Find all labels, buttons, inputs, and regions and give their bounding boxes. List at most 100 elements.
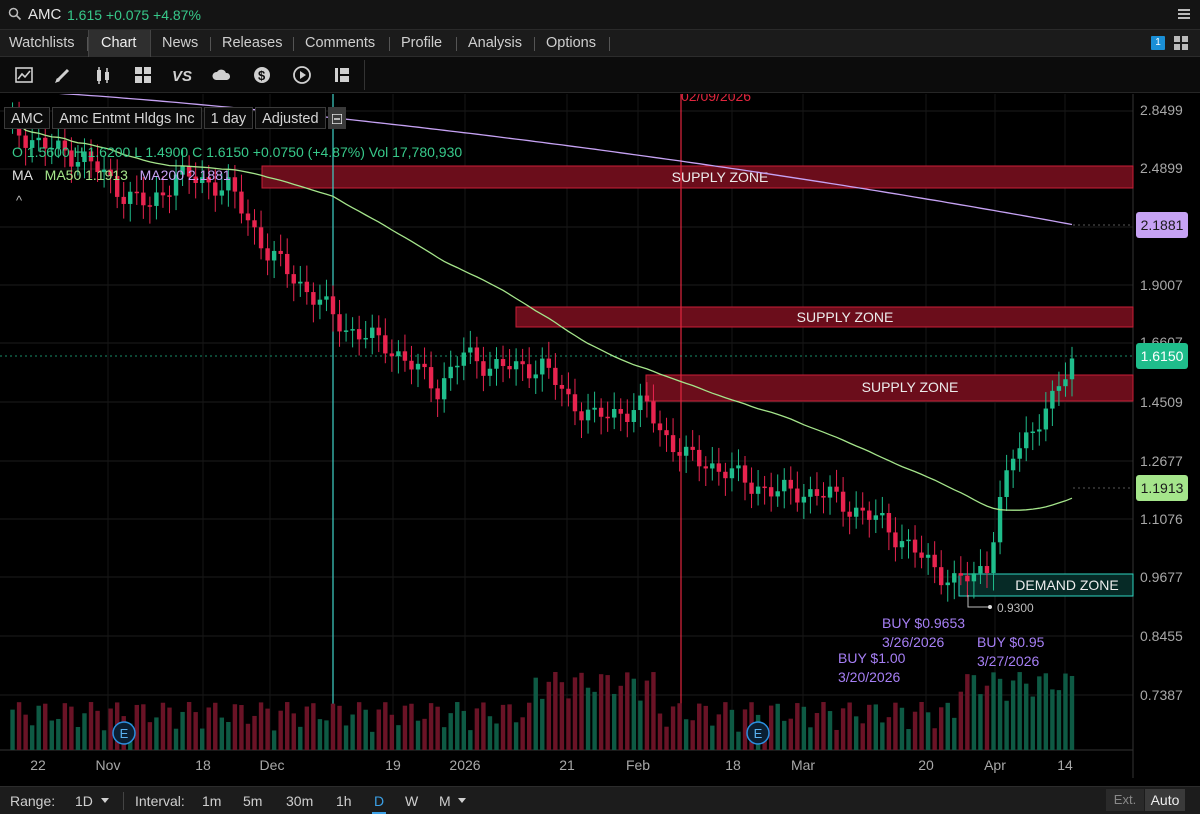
candle-body [49,147,54,150]
chart-canvas[interactable]: SUPPLY ZONE SUPPLY ZONE SUPPLY ZONE DEMA… [0,88,1200,784]
volume-bar [840,708,846,750]
interval-30m[interactable]: 30m [286,793,314,809]
interval-1h[interactable]: 1h [336,793,352,809]
supply-zone-upper[interactable] [261,165,1134,189]
supply-zone-middle[interactable] [515,306,1134,328]
candle-body [507,366,512,370]
tab-divider [389,37,390,51]
svg-text:$: $ [258,68,266,83]
candle-body [108,169,113,176]
earnings-marker[interactable]: E [112,721,136,745]
candle-body [154,192,159,206]
interval-m[interactable]: M [439,793,451,809]
volume-bar [167,707,172,750]
candle-body [29,140,35,148]
ma200-price-tag-label: 2.1881 [1141,217,1184,233]
compare-icon[interactable]: VS [171,64,193,86]
candle-body [782,479,787,492]
collapse-legend-icon[interactable]: ^ [16,193,23,208]
volume-bar [304,706,310,750]
candle-body [474,347,480,362]
candle-body [186,166,192,177]
earnings-marker[interactable]: E [746,721,770,745]
layout-icon[interactable] [132,64,154,86]
legend-symbol[interactable]: AMC [4,107,51,129]
symbol-input[interactable]: AMC [28,6,62,23]
demand-zone[interactable] [958,573,1134,597]
volume-bar [350,714,355,750]
search-icon[interactable] [8,7,22,21]
ma50-line[interactable] [5,118,1073,511]
link-group-badge[interactable]: 1 [1151,36,1165,50]
candle-body [1010,458,1016,471]
tab-news[interactable]: News [162,35,199,51]
volume-bar [75,727,81,750]
menu-icon[interactable] [1178,8,1190,20]
volume-bar [579,672,584,750]
date-tick: 20 [918,757,934,773]
date-axis[interactable]: 22 Nov 18 Dec 19 2026 21 Feb 18 Mar 20 A… [30,757,1073,773]
volume-bar [173,728,179,750]
supply-zone-lower-label: SUPPLY ZONE [862,379,959,395]
ma200-line[interactable] [5,90,1073,226]
cloud-icon[interactable] [211,64,233,86]
studies-icon[interactable] [331,64,353,86]
candle-body [873,515,879,520]
legend-menu-button[interactable] [327,107,346,129]
candle-body [160,192,166,196]
dollar-icon[interactable]: $ [251,64,273,86]
candle-body [1030,431,1035,434]
candle-body [324,296,329,300]
auto-scale-button[interactable]: Auto [1145,789,1185,811]
ma-legend-label: MA [12,167,33,183]
legend-interval[interactable]: 1 day [203,107,254,129]
price-chart[interactable]: SUPPLY ZONE SUPPLY ZONE SUPPLY ZONE DEMA… [0,88,1200,784]
volume-bar [945,702,950,750]
candle-body [1043,408,1049,430]
volume-bar [638,700,643,750]
legend-company-name: Amc Entmt Hldgs Inc [52,107,202,129]
volume-bar [912,711,918,750]
candle-body [428,367,434,389]
price-axis[interactable]: 2.8499 2.4899 1.9007 1.6607 1.4509 1.267… [1140,102,1183,703]
volume-bar [108,708,113,750]
candle-body [853,507,859,517]
tab-divider [293,37,294,51]
candle-body [258,227,264,249]
tab-profile[interactable]: Profile [401,35,443,51]
tab-chart[interactable]: Chart [88,30,151,57]
layout-grid-icon[interactable] [1174,36,1188,50]
low-marker-line [967,595,990,608]
tab-options[interactable]: Options [546,35,596,51]
chevron-down-icon[interactable] [101,798,109,804]
volume-bar [939,707,944,750]
candle-body [455,365,460,368]
candle-body [389,353,395,357]
tab-watchlists[interactable]: Watchlists [9,35,75,51]
candle-body [788,479,793,489]
candle-body [363,337,368,340]
candle-type-icon[interactable] [92,64,114,86]
interval-5m[interactable]: 5m [243,793,263,809]
interval-1m[interactable]: 1m [202,793,222,809]
tab-analysis[interactable]: Analysis [468,35,522,51]
tab-releases[interactable]: Releases [222,35,283,51]
chevron-down-icon[interactable] [458,798,466,804]
range-select[interactable]: 1D [75,793,93,809]
legend-adjusted[interactable]: Adjusted [255,107,326,129]
interval-w[interactable]: W [405,793,419,809]
volume-bar [814,713,820,750]
candle-body [513,361,519,370]
volume-bar [526,702,532,750]
volume-bar [997,678,1003,750]
interval-d[interactable]: D [374,793,385,809]
drawing-pen-icon[interactable] [52,64,74,86]
ma200-legend[interactable]: MA200 2.1881 [139,167,231,183]
playback-icon[interactable] [291,64,313,86]
extended-hours-button[interactable]: Ext. [1106,789,1144,811]
tab-comments[interactable]: Comments [305,35,376,51]
chart-style-icon[interactable] [13,64,35,86]
ma50-legend[interactable]: MA50 1.1913 [44,167,128,183]
candle-body [285,253,290,275]
tab-bar: Watchlists Chart News Releases Comments … [0,30,1200,57]
